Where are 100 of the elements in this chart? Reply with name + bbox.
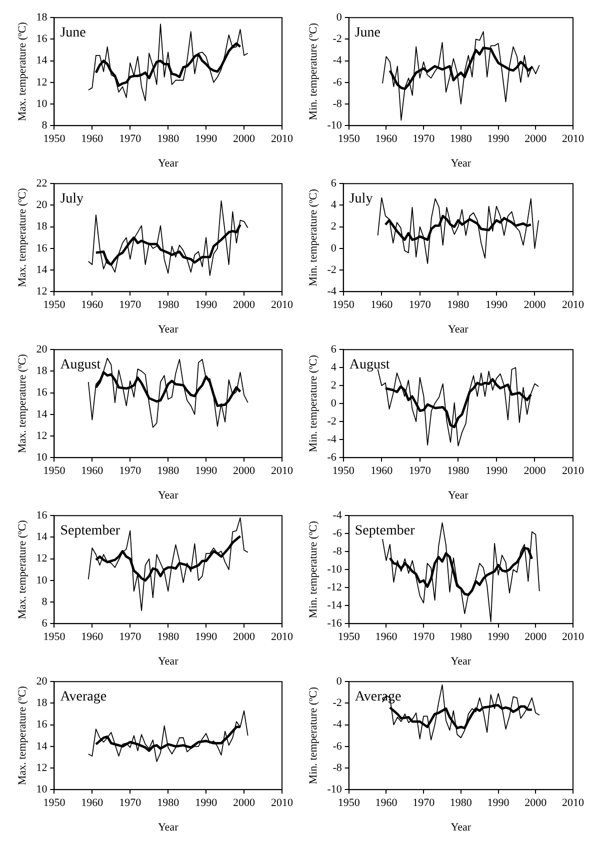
x-axis-title: Year	[158, 157, 179, 170]
x-axis-title: Year	[448, 323, 469, 336]
y-tick-label: -2	[327, 415, 336, 428]
x-axis-title: Year	[158, 655, 179, 668]
y-tick-label: 8	[42, 119, 48, 132]
y-tick-label: 10	[36, 783, 48, 796]
y-axis-title: Max. temperature (ºC)	[16, 22, 28, 122]
x-tick-label: 1950	[338, 133, 360, 146]
x-axis-title: Year	[450, 821, 472, 834]
x-tick-label: 1990	[195, 465, 218, 478]
y-tick-label: 14	[36, 408, 48, 420]
x-tick-label: 1960	[81, 299, 104, 312]
y-tick-label: -2	[327, 264, 336, 276]
y-tick-label: 18	[36, 11, 48, 24]
x-tick-label: 2000	[233, 797, 256, 810]
text: July	[349, 191, 373, 206]
y-tick-label: 12	[36, 285, 48, 298]
y-tick-label: 6	[330, 343, 337, 356]
x-tick-label: 1970	[408, 465, 432, 478]
x-tick-label: 1990	[487, 797, 510, 810]
y-axis-title: Min. temperature (ºC)	[307, 686, 320, 784]
y-tick-label: -8	[332, 762, 342, 774]
y-tick-label: -6	[332, 76, 342, 88]
x-tick-label: 1970	[412, 133, 436, 146]
y-tick-label: -8	[332, 98, 342, 110]
y-tick-label: 18	[36, 365, 48, 378]
y-tick-label: -10	[327, 563, 342, 576]
y-tick-label: -8	[332, 545, 342, 558]
x-tick-label: 1960	[375, 133, 398, 146]
x-axis-title: Year	[448, 489, 469, 502]
text: August	[349, 357, 390, 372]
x-tick-label: 1970	[119, 797, 142, 810]
x-tick-label: 1960	[370, 465, 394, 478]
x-tick-label: 2000	[524, 797, 548, 810]
y-tick-label: 16	[36, 242, 48, 254]
x-tick-label: 1950	[332, 465, 355, 478]
y-tick-label: 20	[36, 343, 48, 356]
y-tick-label: 10	[36, 451, 48, 464]
x-tick-label: 2010	[271, 299, 294, 312]
y-tick-label: -4	[332, 509, 342, 522]
y-tick-label: 18	[36, 220, 48, 233]
x-tick-label: 2010	[562, 797, 584, 810]
y-axis-title: Min. temperature (ºC)	[307, 188, 320, 286]
x-tick-label: 1960	[81, 797, 104, 810]
y-tick-label: 10	[36, 98, 48, 110]
x-tick-label: 1980	[157, 133, 180, 146]
x-tick-label: 1980	[450, 631, 472, 644]
x-tick-label: 2010	[271, 797, 294, 810]
y-tick-label: -4	[332, 718, 342, 731]
x-tick-label: 1970	[119, 299, 142, 312]
x-tick-label: 1990	[487, 631, 510, 644]
y-axis-title: Min. temperature (ºC)	[307, 22, 320, 120]
y-tick-label: 2	[330, 220, 336, 233]
x-tick-label: 1990	[487, 133, 510, 146]
text: June	[60, 25, 86, 40]
x-tick-label: 1960	[81, 465, 104, 478]
y-tick-label: 6	[330, 177, 337, 190]
y-tick-label: -6	[332, 740, 342, 752]
x-tick-label: 1970	[412, 797, 436, 810]
y-tick-label: 8	[42, 596, 48, 608]
x-tick-label: 1990	[485, 465, 508, 478]
y-tick-label: -6	[327, 451, 337, 464]
y-tick-label: -10	[327, 783, 342, 796]
y-tick-label: -4	[327, 285, 337, 298]
y-tick-label: 0	[336, 11, 342, 24]
text: September	[60, 523, 120, 538]
x-tick-label: 1980	[157, 465, 180, 478]
y-tick-label: -16	[327, 617, 342, 630]
text: Average	[354, 689, 402, 704]
x-tick-label: 1990	[195, 133, 218, 146]
x-tick-label: 2010	[562, 299, 584, 312]
x-tick-label: 2010	[562, 465, 584, 478]
y-tick-label: 14	[36, 740, 48, 752]
x-tick-label: 2010	[562, 631, 584, 644]
x-tick-label: 1990	[485, 299, 508, 312]
x-axis-title: Year	[158, 489, 179, 502]
y-tick-label: -4	[332, 54, 342, 67]
x-axis-title: Year	[158, 323, 179, 336]
y-tick-label: 22	[36, 177, 48, 190]
y-tick-label: -6	[332, 527, 342, 540]
y-tick-label: 4	[330, 199, 337, 212]
y-tick-label: -14	[327, 599, 342, 612]
x-tick-label: 1970	[119, 133, 142, 146]
x-tick-label: 1970	[119, 631, 142, 644]
x-tick-label: 1960	[370, 299, 394, 312]
y-tick-label: 14	[36, 531, 48, 544]
x-tick-label: 1950	[338, 797, 360, 810]
y-axis-title: Max. temperature (ºC)	[16, 520, 28, 620]
x-tick-label: 1970	[119, 465, 142, 478]
y-tick-label: 12	[36, 552, 48, 565]
y-tick-label: 16	[36, 33, 48, 46]
x-tick-label: 1950	[43, 797, 66, 810]
x-tick-label: 1980	[450, 133, 472, 146]
y-tick-label: -2	[332, 697, 342, 710]
x-tick-label: 1980	[157, 631, 180, 644]
y-tick-label: 16	[36, 718, 48, 731]
x-tick-label: 2000	[233, 465, 256, 478]
x-tick-label: 1980	[157, 797, 180, 810]
y-tick-label: 2	[330, 379, 336, 392]
x-tick-label: 1990	[195, 797, 218, 810]
